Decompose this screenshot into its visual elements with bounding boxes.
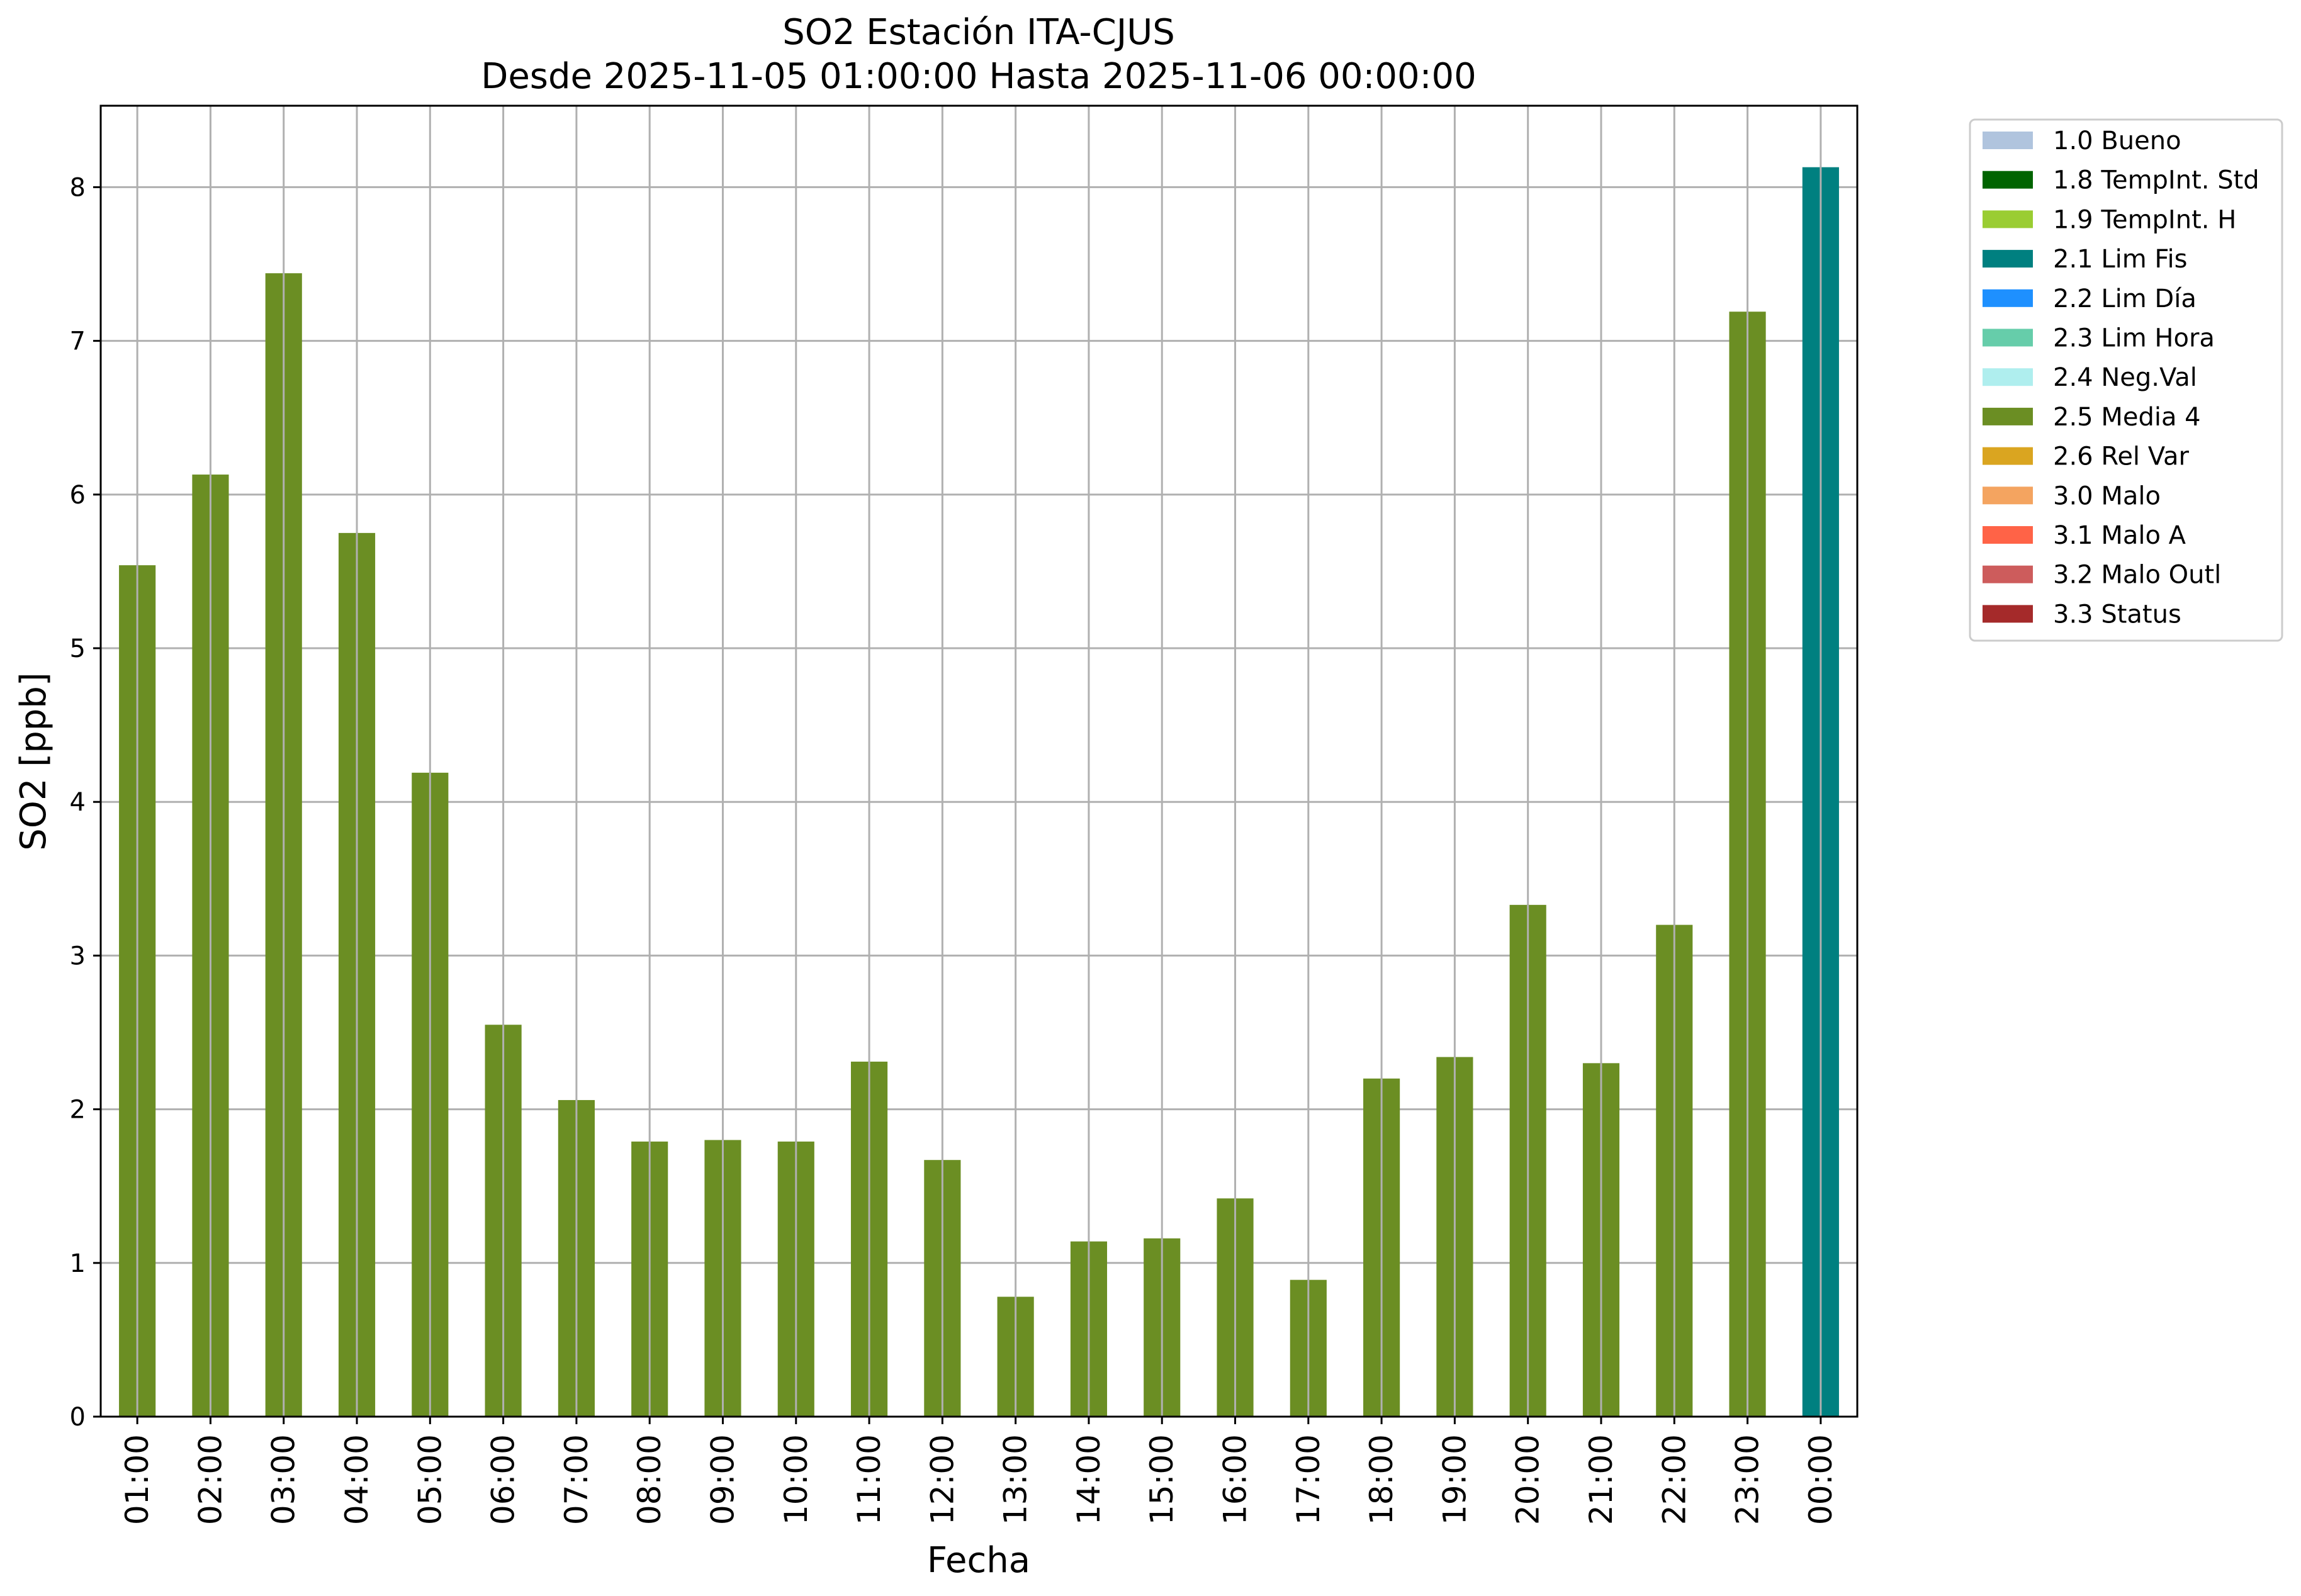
x-tick-label: 06:00 bbox=[485, 1434, 522, 1525]
legend-label: 1.8 TempInt. Std bbox=[2053, 166, 2259, 195]
y-tick-label: 5 bbox=[70, 634, 86, 663]
x-tick-label: 13:00 bbox=[998, 1434, 1034, 1525]
legend-swatch bbox=[1983, 526, 2033, 544]
y-tick-label: 0 bbox=[70, 1403, 86, 1432]
legend-swatch bbox=[1983, 486, 2033, 505]
y-tick-label: 3 bbox=[70, 941, 86, 970]
x-tick-label: 05:00 bbox=[412, 1434, 448, 1525]
legend-label: 3.2 Malo Outl bbox=[2053, 561, 2221, 590]
legend-label: 2.3 Lim Hora bbox=[2053, 324, 2215, 353]
legend-swatch bbox=[1983, 368, 2033, 386]
legend-swatch bbox=[1983, 210, 2033, 228]
x-tick-label: 03:00 bbox=[266, 1434, 302, 1525]
x-tick-label: 20:00 bbox=[1510, 1434, 1546, 1525]
legend-label: 3.1 Malo A bbox=[2053, 521, 2186, 550]
y-tick-label: 7 bbox=[70, 327, 86, 356]
legend-swatch bbox=[1983, 407, 2033, 425]
legend-swatch bbox=[1983, 605, 2033, 623]
legend-label: 3.3 Status bbox=[2053, 600, 2181, 629]
y-tick-label: 1 bbox=[70, 1249, 86, 1278]
x-tick-label: 17:00 bbox=[1290, 1434, 1327, 1525]
x-tick-label: 08:00 bbox=[631, 1434, 668, 1525]
legend-label: 2.2 Lim Día bbox=[2053, 284, 2197, 313]
legend-swatch bbox=[1983, 171, 2033, 189]
x-tick-label: 01:00 bbox=[119, 1434, 155, 1525]
x-tick-label: 10:00 bbox=[778, 1434, 814, 1525]
x-tick-label: 07:00 bbox=[558, 1434, 595, 1525]
plot-frame bbox=[99, 104, 1859, 1418]
legend-label: 2.6 Rel Var bbox=[2053, 442, 2190, 471]
legend-label: 2.1 Lim Fis bbox=[2053, 245, 2187, 274]
y-tick-label: 6 bbox=[70, 481, 86, 510]
x-tick-label: 23:00 bbox=[1730, 1434, 1766, 1525]
legend-swatch bbox=[1983, 447, 2033, 465]
bars bbox=[119, 167, 1839, 1417]
y-tick-label: 2 bbox=[70, 1096, 86, 1125]
x-tick-label: 15:00 bbox=[1144, 1434, 1180, 1525]
x-tick-label: 04:00 bbox=[339, 1434, 375, 1525]
legend-frame bbox=[1969, 118, 2283, 642]
x-tick-label: 18:00 bbox=[1363, 1434, 1400, 1525]
legend-label: 3.0 Malo bbox=[2053, 481, 2161, 510]
legend-label: 2.5 Media 4 bbox=[2053, 403, 2201, 432]
legend-swatch bbox=[1983, 329, 2033, 347]
x-axis-ticks: 01:00 02:00 03:00 04:00 05:00 06:00 07:00 08:00… bbox=[119, 1417, 1839, 1525]
x-axis-label: Fecha bbox=[927, 1540, 1030, 1581]
x-tick-label: 22:00 bbox=[1656, 1434, 1692, 1525]
y-axis-ticks: 0 1 2 3 4 5 6 7 8 bbox=[70, 173, 101, 1432]
x-tick-label: 21:00 bbox=[1583, 1434, 1619, 1525]
chart-subtitle: Desde 2025-11-05 01:00:00 Hasta 2025-11-… bbox=[481, 56, 1477, 97]
x-tick-label: 19:00 bbox=[1436, 1434, 1473, 1525]
legend-swatch bbox=[1983, 565, 2033, 583]
y-axis-label: SO2 [ppb] bbox=[13, 672, 54, 850]
x-tick-label: 11:00 bbox=[851, 1434, 887, 1525]
x-tick-label: 00:00 bbox=[1803, 1434, 1839, 1525]
x-tick-label: 02:00 bbox=[192, 1434, 228, 1525]
legend-label: 2.4 Neg.Val bbox=[2053, 363, 2197, 392]
legend: 1.0 Bueno 1.8 TempInt. Std 1.9 TempInt. H 2… bbox=[1969, 118, 2283, 642]
x-tick-label: 14:00 bbox=[1071, 1434, 1107, 1525]
y-tick-label: 8 bbox=[70, 173, 86, 202]
legend-swatch bbox=[1983, 289, 2033, 307]
legend-label: 1.9 TempInt. H bbox=[2053, 205, 2236, 234]
y-tick-label: 4 bbox=[70, 788, 86, 817]
x-tick-label: 12:00 bbox=[924, 1434, 960, 1525]
legend-swatch bbox=[1983, 132, 2033, 149]
legend-label: 1.0 Bueno bbox=[2053, 126, 2181, 155]
x-tick-label: 09:00 bbox=[704, 1434, 741, 1525]
legend-swatch bbox=[1983, 250, 2033, 268]
chart-title: SO2 Estación ITA-CJUS bbox=[782, 12, 1175, 53]
x-tick-label: 16:00 bbox=[1217, 1434, 1254, 1525]
